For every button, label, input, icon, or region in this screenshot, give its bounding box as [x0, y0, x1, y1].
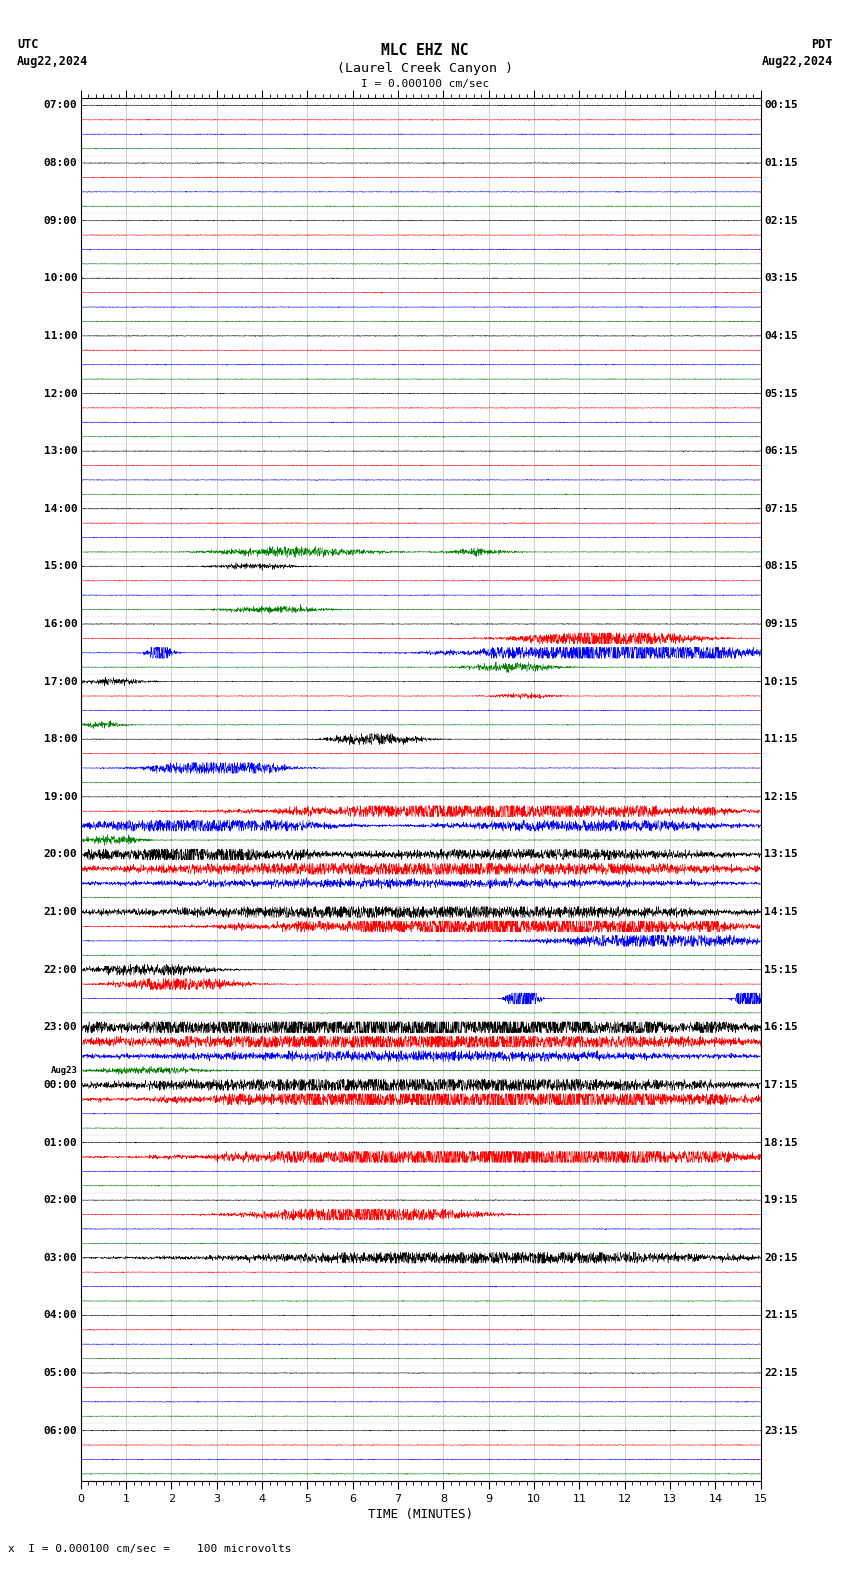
Text: 06:15: 06:15	[764, 447, 798, 456]
Text: 18:15: 18:15	[764, 1137, 798, 1147]
Text: 14:15: 14:15	[764, 908, 798, 917]
Text: Aug22,2024: Aug22,2024	[762, 55, 833, 68]
Text: 11:15: 11:15	[764, 735, 798, 744]
Text: 16:00: 16:00	[43, 619, 77, 629]
Text: 01:15: 01:15	[764, 158, 798, 168]
Text: 02:00: 02:00	[43, 1196, 77, 1205]
Text: 18:00: 18:00	[43, 735, 77, 744]
Text: 08:15: 08:15	[764, 561, 798, 572]
Text: 19:00: 19:00	[43, 792, 77, 802]
Text: 04:00: 04:00	[43, 1310, 77, 1321]
Text: 01:00: 01:00	[43, 1137, 77, 1147]
Text: 12:00: 12:00	[43, 388, 77, 399]
Text: Aug22,2024: Aug22,2024	[17, 55, 88, 68]
Text: 15:00: 15:00	[43, 561, 77, 572]
Text: 10:15: 10:15	[764, 676, 798, 686]
Text: 09:15: 09:15	[764, 619, 798, 629]
Text: PDT: PDT	[812, 38, 833, 51]
Text: (Laurel Creek Canyon ): (Laurel Creek Canyon )	[337, 62, 513, 74]
Text: x  I = 0.000100 cm/sec =    100 microvolts: x I = 0.000100 cm/sec = 100 microvolts	[8, 1544, 292, 1554]
Text: 22:15: 22:15	[764, 1369, 798, 1378]
Text: 09:00: 09:00	[43, 215, 77, 225]
Text: 07:15: 07:15	[764, 504, 798, 513]
Text: 04:15: 04:15	[764, 331, 798, 341]
Text: 13:00: 13:00	[43, 447, 77, 456]
Text: 00:00: 00:00	[43, 1080, 77, 1090]
Text: 02:15: 02:15	[764, 215, 798, 225]
Text: MLC EHZ NC: MLC EHZ NC	[382, 43, 468, 59]
Text: 22:00: 22:00	[43, 965, 77, 974]
Text: 03:00: 03:00	[43, 1253, 77, 1262]
Text: 14:00: 14:00	[43, 504, 77, 513]
Text: 21:15: 21:15	[764, 1310, 798, 1321]
Text: 08:00: 08:00	[43, 158, 77, 168]
Text: 05:00: 05:00	[43, 1369, 77, 1378]
X-axis label: TIME (MINUTES): TIME (MINUTES)	[368, 1508, 473, 1521]
Text: UTC: UTC	[17, 38, 38, 51]
Text: Aug23: Aug23	[50, 1066, 77, 1076]
Text: 03:15: 03:15	[764, 274, 798, 284]
Text: 17:00: 17:00	[43, 676, 77, 686]
Text: 20:00: 20:00	[43, 849, 77, 860]
Text: 20:15: 20:15	[764, 1253, 798, 1262]
Text: 23:15: 23:15	[764, 1426, 798, 1435]
Text: 16:15: 16:15	[764, 1022, 798, 1033]
Text: 12:15: 12:15	[764, 792, 798, 802]
Text: 11:00: 11:00	[43, 331, 77, 341]
Text: 15:15: 15:15	[764, 965, 798, 974]
Text: 00:15: 00:15	[764, 100, 798, 111]
Text: 17:15: 17:15	[764, 1080, 798, 1090]
Text: 05:15: 05:15	[764, 388, 798, 399]
Text: 13:15: 13:15	[764, 849, 798, 860]
Text: 10:00: 10:00	[43, 274, 77, 284]
Text: 07:00: 07:00	[43, 100, 77, 111]
Text: 19:15: 19:15	[764, 1196, 798, 1205]
Text: 21:00: 21:00	[43, 908, 77, 917]
Text: 06:00: 06:00	[43, 1426, 77, 1435]
Text: 23:00: 23:00	[43, 1022, 77, 1033]
Text: I = 0.000100 cm/sec: I = 0.000100 cm/sec	[361, 79, 489, 89]
